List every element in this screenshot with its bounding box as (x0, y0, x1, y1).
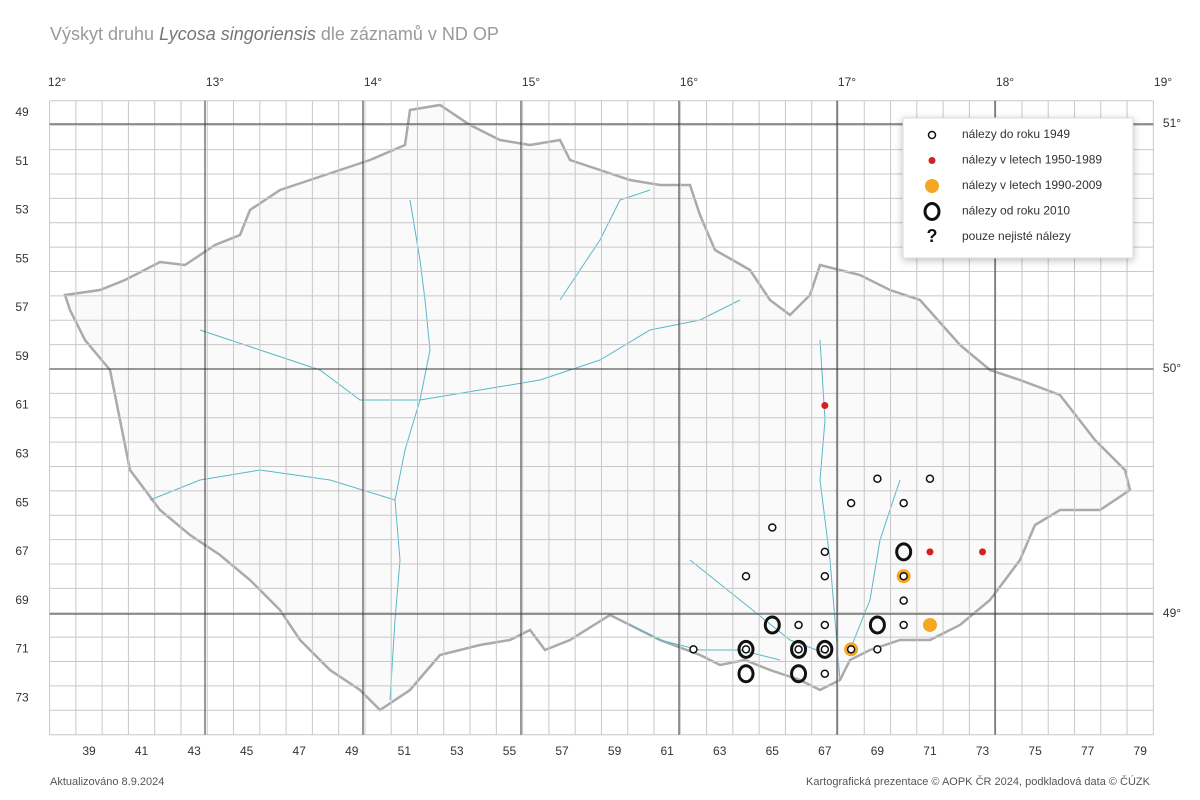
lat-label: 49° (1163, 606, 1181, 620)
record (768, 523, 777, 532)
record (873, 474, 882, 483)
lon-label: 16° (680, 75, 698, 89)
map-title: Výskyt druhu Lycosa singoriensis dle záz… (50, 24, 499, 44)
column-label: 75 (1028, 744, 1042, 758)
record (979, 548, 987, 556)
column-label: 51 (398, 744, 412, 758)
row-label: 49 (15, 105, 29, 119)
row-label: 51 (15, 154, 29, 168)
column-label: 45 (240, 744, 254, 758)
legend-label: nálezy v letech 1950-1989 (962, 153, 1102, 167)
record (926, 548, 934, 556)
row-label: 71 (15, 642, 29, 656)
legend-label: pouze nejisté nálezy (962, 229, 1071, 243)
record (922, 617, 937, 632)
legend-symbol (928, 157, 936, 164)
records (689, 402, 987, 684)
row-label: 73 (15, 690, 29, 704)
legend-entries: nálezy do roku 1949 nálezy v letech 1950-… (923, 127, 1102, 246)
row-label: 55 (15, 251, 29, 265)
lon-label: 14° (364, 75, 382, 89)
record (820, 571, 830, 581)
column-label: 71 (923, 744, 937, 758)
credits: Kartografická prezentace © AOPK ČR 2024,… (806, 775, 1151, 788)
lon-label: 18° (996, 75, 1014, 89)
record (737, 664, 755, 684)
column-label: 69 (871, 744, 885, 758)
record (737, 639, 755, 659)
column-label: 61 (660, 744, 674, 758)
row-label: 57 (15, 300, 29, 314)
legend (902, 117, 1134, 259)
lat-label: 51° (1163, 116, 1181, 130)
lon-label: 17° (838, 75, 856, 89)
column-label: 73 (976, 744, 990, 758)
column-label: 43 (187, 744, 201, 758)
legend-symbol (925, 179, 939, 193)
column-label: 67 (818, 744, 832, 758)
record (873, 645, 882, 654)
record (794, 620, 803, 630)
record (899, 571, 908, 581)
record (820, 645, 830, 654)
record (816, 639, 834, 659)
lon-label: 12° (48, 75, 66, 89)
record (741, 645, 751, 654)
column-label: 49 (345, 744, 359, 758)
row-label: 53 (15, 203, 29, 217)
record (820, 620, 830, 630)
record (895, 542, 913, 562)
column-label: 77 (1081, 744, 1095, 758)
legend-label: nálezy v letech 1990-2009 (962, 178, 1102, 192)
legend-label: nálezy od roku 2010 (962, 204, 1070, 218)
lat-label: 50° (1163, 361, 1181, 375)
record (794, 645, 803, 654)
row-label: 69 (15, 593, 29, 607)
row-label: 67 (15, 544, 29, 558)
column-label: 53 (450, 744, 464, 758)
record (820, 547, 830, 557)
record (741, 571, 751, 581)
row-label: 65 (15, 495, 29, 509)
record (763, 615, 781, 635)
legend-label: nálezy do roku 1949 (962, 127, 1070, 141)
legend-symbol (927, 130, 937, 140)
column-label: 63 (713, 744, 727, 758)
column-label: 41 (135, 744, 149, 758)
record (846, 498, 856, 508)
record (689, 645, 698, 654)
title-species: Lycosa singoriensis (159, 24, 316, 44)
lon-label: 15° (522, 75, 540, 89)
column-label: 65 (766, 744, 780, 758)
updated-note: Aktualizováno 8.9.2024 (50, 776, 164, 788)
country-border (63, 103, 1132, 712)
column-label: 79 (1134, 744, 1148, 758)
column-label: 55 (503, 744, 517, 758)
record (899, 620, 908, 630)
record (899, 596, 908, 605)
column-label: 57 (555, 744, 569, 758)
record (925, 474, 935, 483)
record (899, 498, 908, 508)
column-label: 47 (293, 744, 307, 758)
record (821, 402, 829, 410)
title-suffix: dle záznamů v ND OP (321, 24, 499, 44)
row-label: 63 (15, 446, 29, 460)
record (790, 664, 808, 684)
row-label: 59 (15, 349, 29, 363)
legend-symbol (923, 202, 941, 221)
column-label: 39 (82, 744, 96, 758)
record (846, 645, 856, 654)
lon-label: 13° (206, 75, 224, 89)
record (820, 669, 830, 678)
record (790, 639, 808, 659)
lon-label: 19° (1154, 75, 1172, 89)
legend-symbol: ? (927, 226, 938, 246)
title-prefix: Výskyt druhu (50, 24, 154, 44)
row-label: 61 (15, 398, 29, 412)
column-label: 59 (608, 744, 622, 758)
record (868, 615, 886, 635)
